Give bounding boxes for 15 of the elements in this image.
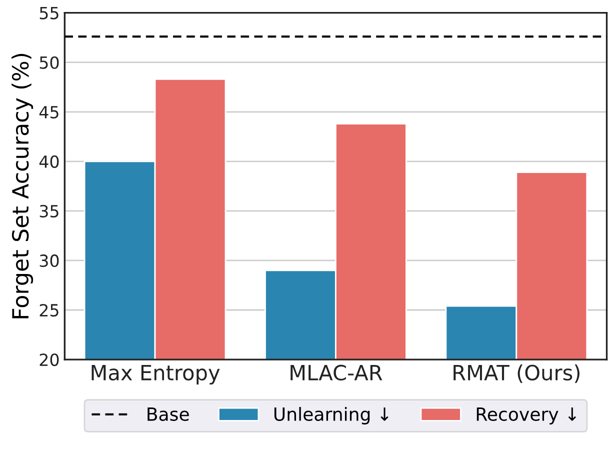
y-tick-label: 35 [40, 204, 58, 218]
y-tick-label: 30 [40, 254, 59, 268]
y-tick-label: 45 [39, 106, 58, 118]
x-tick-label: RMAT (Ours) [454, 364, 580, 383]
y-tick-label: 40 [39, 155, 59, 168]
y-axis-title: Forget Set Accuracy (%) [12, 54, 34, 318]
y-tick-label: 25 [40, 304, 58, 317]
y-tick-label: 55 [40, 7, 58, 20]
legend-label: Recovery ↓ [476, 408, 576, 424]
x-tick-label: Max Entropy [92, 365, 220, 385]
legend-label: Unlearning ↓ [274, 406, 388, 424]
y-tick-label: 50 [40, 56, 59, 69]
legend-label: Base [148, 408, 189, 421]
x-tick-label: MLAC-AR [290, 364, 382, 381]
y-tick-label: 20 [40, 353, 59, 366]
